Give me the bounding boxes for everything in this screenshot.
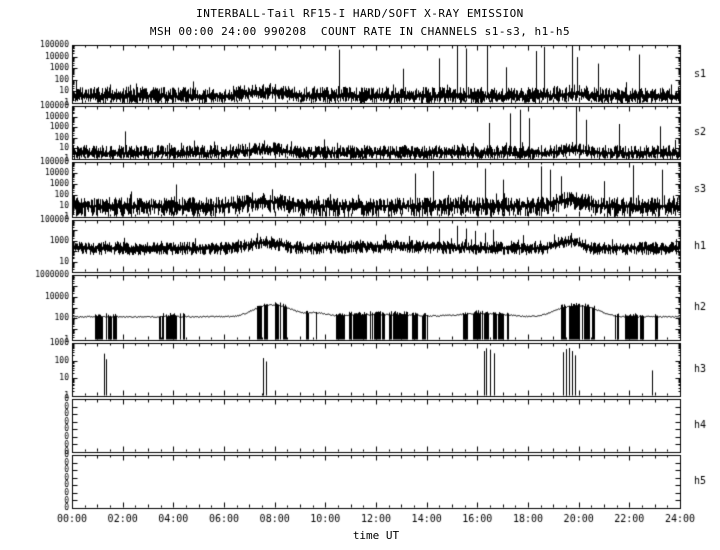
chart-title: INTERBALL-Tail RF15-I HARD/SOFT X-RAY EM…	[196, 7, 524, 20]
x-axis-label: time UT	[352, 529, 400, 542]
chart-subtitle: MSH 00:00 24:00 990208 COUNT RATE IN CHA…	[149, 25, 571, 38]
